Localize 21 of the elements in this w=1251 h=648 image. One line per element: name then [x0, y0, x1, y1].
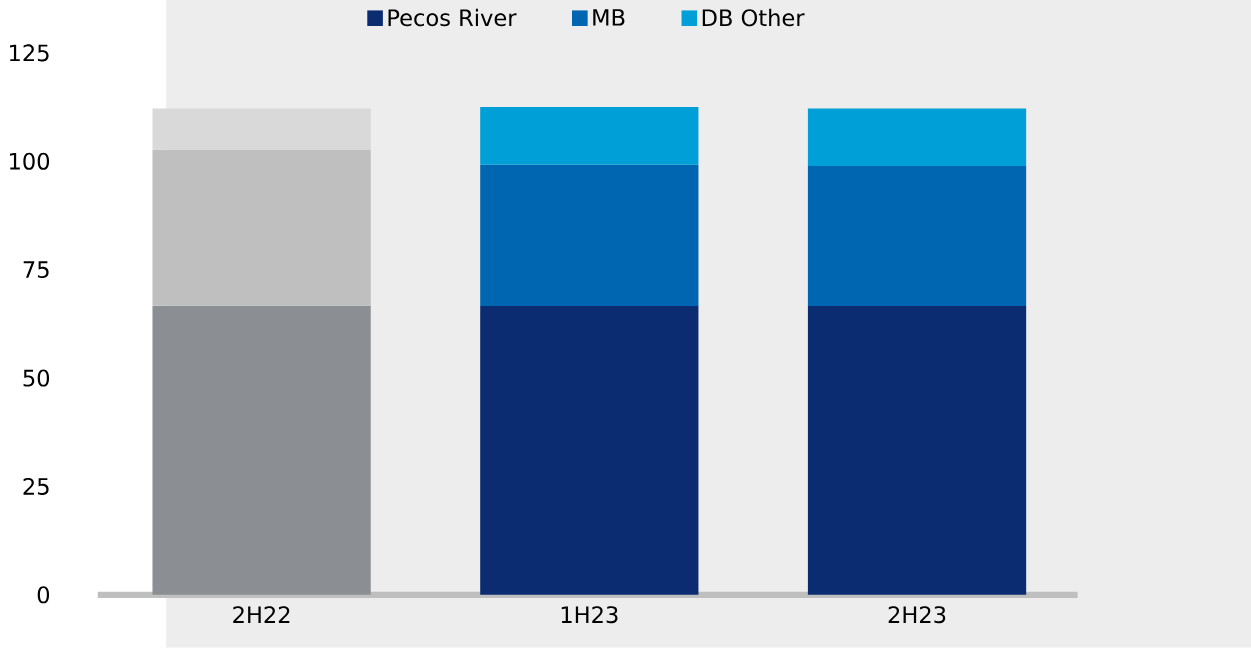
bar: [480, 306, 699, 595]
y-tick-label: 25: [23, 478, 49, 496]
bar: [807, 166, 1027, 307]
bar: [152, 149, 371, 306]
y-tick-label: 0: [37, 586, 50, 604]
bar: [807, 306, 1027, 595]
bar: [480, 164, 699, 307]
legend-label: MB: [593, 9, 625, 26]
x-tick-label: 1H23: [561, 606, 618, 624]
x-tick-label: 2H23: [888, 606, 946, 624]
bar: [152, 108, 371, 150]
x-tick-label: 2H22: [233, 606, 290, 624]
bar: [807, 108, 1027, 167]
bar: [480, 107, 699, 165]
y-tick-label: 125: [10, 44, 49, 62]
y-tick-label: 50: [23, 369, 50, 387]
y-tick-label: 100: [10, 152, 50, 170]
y-tick-label: 75: [23, 261, 49, 279]
bar: [152, 305, 371, 595]
legend-label: Pecos River: [388, 8, 517, 27]
legend-label: DB Other: [702, 8, 805, 27]
